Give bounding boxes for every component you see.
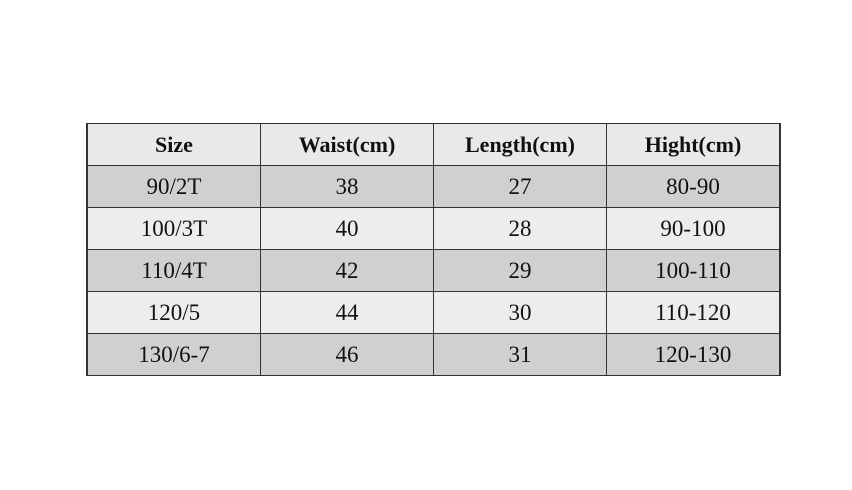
table-cell: 27 — [433, 165, 607, 208]
table-cell: 38 — [260, 165, 434, 208]
table-cell: 42 — [260, 249, 434, 292]
table-cell: 30 — [433, 291, 607, 334]
table-row: 120/5 44 30 110-120 — [86, 291, 781, 334]
table-cell: 110/4T — [86, 249, 261, 292]
table-cell: 80-90 — [606, 165, 781, 208]
table-row: 110/4T 42 29 100-110 — [86, 249, 781, 292]
table-cell: 90/2T — [86, 165, 261, 208]
table-row: 90/2T 38 27 80-90 — [86, 165, 781, 208]
table-cell: 29 — [433, 249, 607, 292]
table-cell: 100/3T — [86, 207, 261, 250]
header-height: Hight(cm) — [606, 123, 781, 166]
table-row: 130/6-7 46 31 120-130 — [86, 333, 781, 376]
header-row: Size Waist(cm) Length(cm) Hight(cm) — [86, 123, 781, 166]
table-cell: 28 — [433, 207, 607, 250]
size-chart-table: Size Waist(cm) Length(cm) Hight(cm) 90/2… — [86, 123, 781, 376]
table-cell: 46 — [260, 333, 434, 376]
header-waist: Waist(cm) — [260, 123, 434, 166]
table-cell: 44 — [260, 291, 434, 334]
table-cell: 120/5 — [86, 291, 261, 334]
table-cell: 120-130 — [606, 333, 781, 376]
table-cell: 31 — [433, 333, 607, 376]
table-cell: 110-120 — [606, 291, 781, 334]
table-cell: 130/6-7 — [86, 333, 261, 376]
header-size: Size — [86, 123, 261, 166]
table-cell: 40 — [260, 207, 434, 250]
header-length: Length(cm) — [433, 123, 607, 166]
table-row: 100/3T 40 28 90-100 — [86, 207, 781, 250]
table-cell: 100-110 — [606, 249, 781, 292]
table-cell: 90-100 — [606, 207, 781, 250]
